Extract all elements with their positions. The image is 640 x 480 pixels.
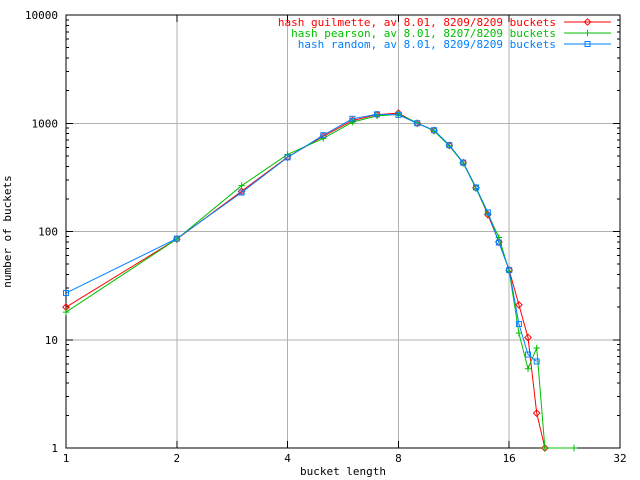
plus-marker (524, 365, 532, 372)
square-marker (446, 142, 453, 149)
x-axis-title: bucket length (300, 465, 386, 478)
square-marker (506, 267, 513, 274)
square-marker (533, 358, 540, 365)
square-marker (173, 235, 180, 242)
square-marker (484, 209, 491, 216)
legend-label: hash random, av 8.01, 8209/8209 buckets (298, 38, 556, 51)
x-tick-label: 8 (395, 452, 402, 465)
x-tick-label: 2 (173, 452, 180, 465)
diamond-marker (583, 18, 592, 26)
series-line (65, 113, 538, 362)
square-marker (320, 132, 327, 139)
square-marker (473, 184, 480, 191)
legend-label: hash guilmette, av 8.01, 8209/8209 bucke… (278, 16, 556, 29)
plus-marker (584, 29, 591, 37)
square-marker (395, 111, 402, 118)
diamond-marker (514, 300, 523, 309)
y-tick-label: 100 (38, 226, 58, 239)
diamond-marker (532, 409, 541, 418)
series-line (65, 112, 546, 449)
square-marker (525, 351, 532, 358)
plus-marker (62, 308, 70, 316)
series-hash-pearson (62, 111, 578, 452)
y-tick-label: 10 (45, 334, 58, 347)
square-marker (495, 239, 502, 246)
diamond-marker (524, 333, 532, 342)
plus-marker (533, 344, 540, 352)
series-line (65, 113, 574, 449)
plus-marker (570, 444, 578, 452)
legend: hash guilmette, av 8.01, 8209/8209 bucke… (278, 16, 611, 51)
plus-marker (541, 444, 549, 452)
square-marker (460, 159, 467, 166)
x-tick-label: 32 (613, 452, 626, 465)
plus-marker (320, 135, 327, 142)
series-hash-guilmette (62, 109, 549, 452)
x-tick-label: 4 (284, 452, 291, 465)
square-marker (374, 111, 381, 118)
plus-marker (238, 182, 245, 189)
legend-label: hash pearson, av 8.01, 8207/8209 buckets (291, 27, 556, 40)
square-marker (284, 154, 291, 161)
y-tick-label: 1 (51, 442, 58, 455)
square-marker (414, 120, 421, 127)
square-marker (431, 127, 438, 134)
x-tick-label: 1 (63, 452, 70, 465)
square-marker (349, 115, 356, 122)
square-marker (515, 320, 522, 327)
series-hash-random (63, 111, 540, 365)
plus-marker (515, 329, 523, 337)
y-tick-label: 1000 (32, 117, 59, 130)
x-tick-label: 16 (503, 452, 516, 465)
square-marker (584, 41, 591, 47)
y-axis-title: number of buckets (1, 175, 14, 288)
square-marker (238, 189, 245, 196)
plus-marker (349, 118, 356, 126)
square-marker (63, 290, 69, 297)
y-tick-label: 10000 (25, 9, 58, 22)
